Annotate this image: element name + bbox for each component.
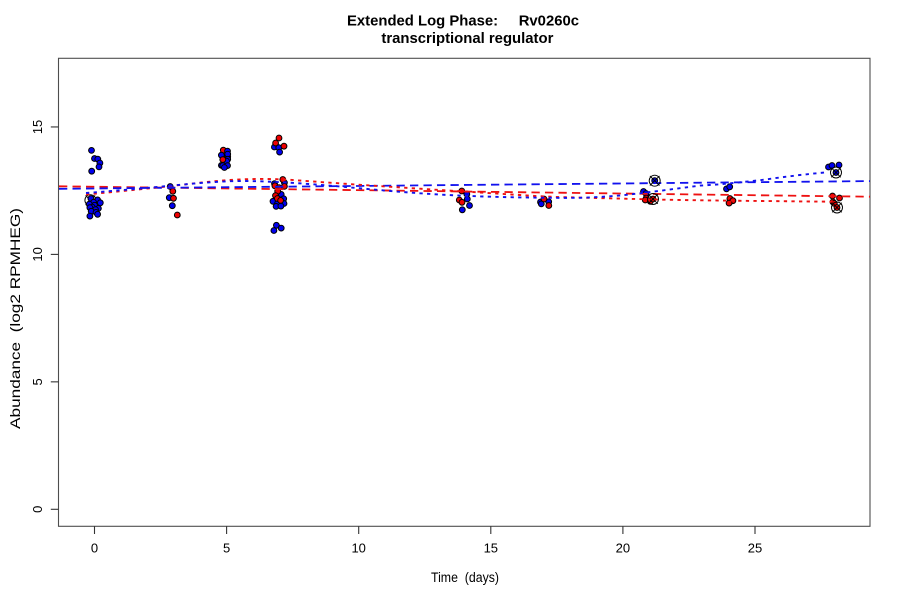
- svg-text:5: 5: [30, 378, 45, 385]
- svg-text:15: 15: [30, 120, 45, 134]
- svg-text:25: 25: [748, 540, 762, 555]
- svg-text:transcriptional regulator: transcriptional regulator: [381, 30, 553, 47]
- svg-text:20: 20: [616, 540, 630, 555]
- svg-text:Time (days): Time (days): [431, 570, 499, 585]
- svg-text:10: 10: [351, 540, 365, 555]
- svg-text:5: 5: [223, 540, 230, 555]
- svg-text:15: 15: [484, 540, 498, 555]
- svg-text:10: 10: [30, 247, 45, 261]
- svg-text:0: 0: [30, 506, 45, 513]
- svg-text:Extended Log Phase: Rv0260: Extended Log Phase: Rv0260c: [347, 13, 579, 30]
- svg-text:0: 0: [91, 540, 98, 555]
- svg-text:Abundance (log2 RPMHEG): Abundance (log2 RPMHEG): [8, 208, 23, 429]
